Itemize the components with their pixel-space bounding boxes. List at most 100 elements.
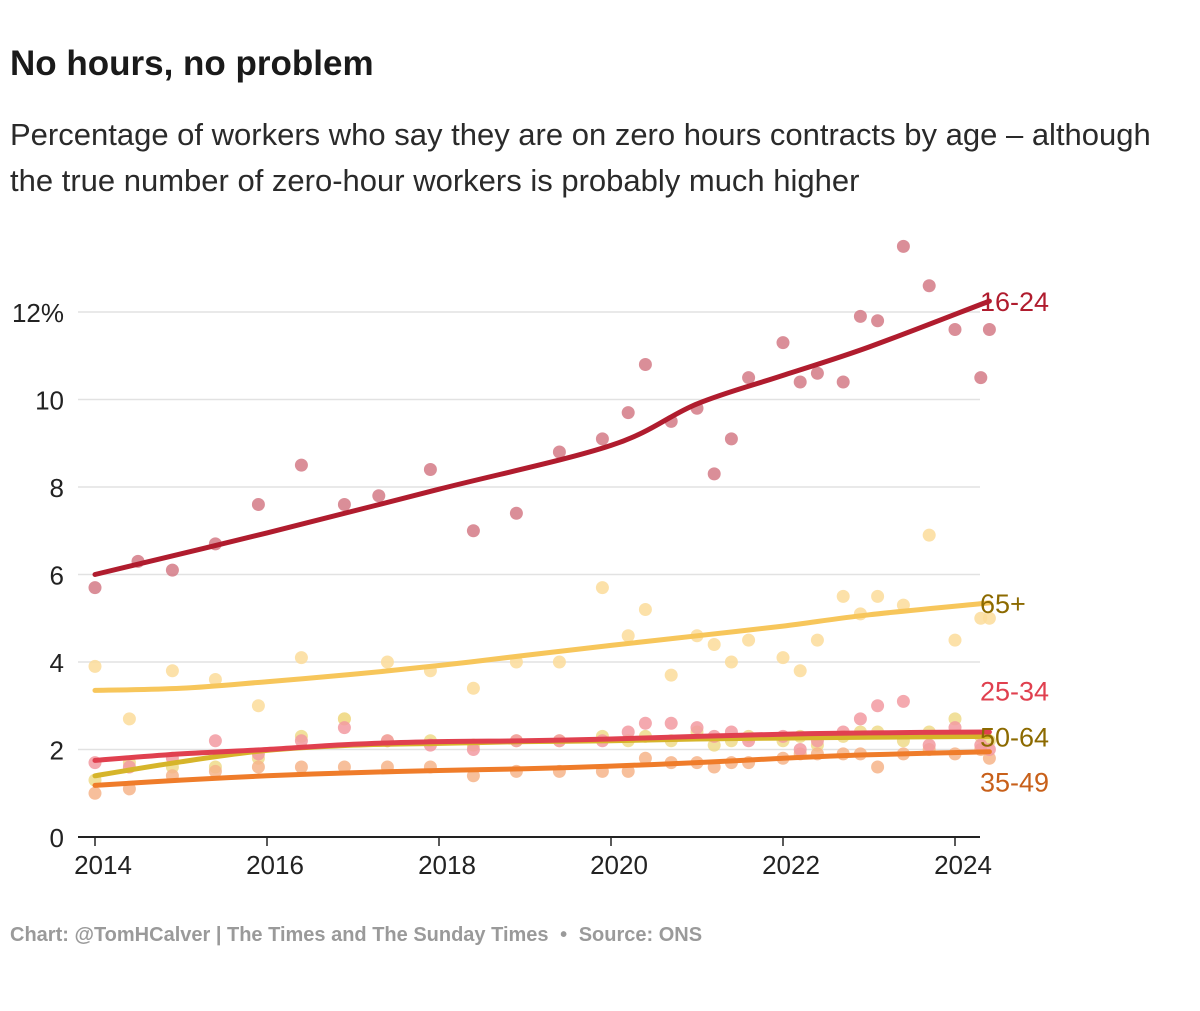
data-point-65+: [638, 603, 652, 616]
series-labels: 16-24 65+ 25-34 50-64 35-49: [980, 287, 1049, 797]
series-label-16-24: 16-24: [980, 287, 1049, 317]
series-label-25-34: 25-34: [980, 676, 1049, 706]
footer-source: Source: ONS: [578, 924, 703, 946]
chart-footer: Chart: @TomHCalver | The Times and The S…: [10, 924, 702, 947]
trend-line-65+: [92, 600, 992, 693]
data-point-16-24: [810, 366, 824, 380]
data-point-65+: [165, 664, 179, 678]
data-point-16-24: [742, 371, 756, 385]
series-label-65+: 65+: [980, 589, 1026, 619]
chart-subtitle: Percentage of workers who say they are o…: [10, 117, 1151, 198]
data-points: [88, 239, 996, 800]
data-point-16-24: [974, 371, 988, 385]
y-axis-ticks: 0 2 4 6 8 10 12%: [12, 298, 64, 853]
y-tick-label: 10: [35, 386, 64, 416]
y-tick-label: 0: [50, 823, 64, 853]
data-point-25-34: [896, 694, 910, 708]
data-point-65+: [776, 651, 790, 665]
data-point-25-34: [853, 712, 867, 726]
trend-line-35-49: [92, 749, 992, 788]
data-point-16-24: [922, 279, 936, 293]
series-label-35-49: 35-49: [980, 767, 1049, 797]
data-point-16-24: [509, 506, 523, 520]
data-point-65+: [922, 528, 936, 542]
x-tick-label: 2016: [246, 850, 304, 880]
data-point-16-24: [638, 358, 652, 371]
data-point-65+: [208, 673, 222, 686]
data-point-35-49: [638, 751, 652, 765]
data-point-65+: [707, 638, 721, 651]
data-point-16-24: [552, 445, 566, 459]
data-point-16-24: [724, 432, 738, 446]
data-point-35-49: [251, 760, 265, 774]
data-point-16-24: [294, 458, 308, 472]
data-point-65+: [742, 633, 756, 647]
data-point-16-24: [776, 336, 790, 350]
data-point-25-34: [621, 725, 635, 739]
data-point-35-49: [337, 760, 351, 774]
data-point-16-24: [621, 406, 635, 420]
data-point-16-24: [466, 524, 480, 538]
data-point-16-24: [707, 467, 721, 481]
data-point-65+: [466, 681, 480, 695]
y-tick-label: 12%: [12, 298, 64, 328]
data-point-65+: [621, 629, 635, 643]
footer-separator: •: [560, 924, 568, 946]
x-tick-label: 2020: [590, 850, 648, 880]
y-tick-label: 4: [50, 648, 64, 678]
trend-lines: [92, 298, 992, 788]
data-point-16-24: [88, 581, 102, 595]
x-tick-label: 2014: [74, 850, 132, 880]
y-tick-label: 8: [50, 473, 64, 503]
data-point-16-24: [896, 239, 910, 253]
data-point-65+: [380, 655, 394, 669]
data-point-25-34: [922, 738, 936, 752]
data-point-35-49: [871, 760, 885, 774]
trend-line-25-34: [92, 729, 992, 763]
data-point-16-24: [423, 463, 437, 476]
x-axis-ticks: 2014 2016 2018 2020 2022 2024: [74, 837, 992, 880]
data-point-25-34: [466, 743, 480, 756]
data-point-16-24: [793, 375, 807, 389]
data-point-16-24: [165, 563, 179, 577]
data-point-65+: [948, 633, 962, 647]
data-point-35-49: [294, 760, 308, 774]
data-point-65+: [552, 655, 566, 669]
data-point-25-34: [337, 721, 351, 735]
footer-credit: Chart: @TomHCalver | The Times and The S…: [10, 924, 549, 946]
data-point-25-34: [208, 734, 222, 748]
data-point-16-24: [948, 323, 962, 336]
data-point-35-49: [208, 764, 222, 778]
y-tick-label: 2: [50, 736, 64, 766]
data-point-25-34: [294, 734, 308, 748]
data-point-65+: [88, 659, 102, 673]
data-point-65+: [836, 589, 850, 603]
x-tick-label: 2022: [762, 850, 820, 880]
data-point-25-34: [638, 716, 652, 730]
y-tick-label: 6: [50, 561, 64, 591]
data-point-65+: [122, 712, 136, 726]
data-point-35-49: [88, 786, 102, 800]
trend-line-16-24: [92, 298, 992, 577]
series-label-50-64: 50-64: [980, 722, 1049, 752]
data-point-16-24: [372, 489, 386, 503]
data-point-65+: [664, 668, 678, 682]
data-point-16-24: [853, 309, 867, 323]
data-point-65+: [810, 633, 824, 647]
data-point-65+: [871, 589, 885, 603]
data-point-16-24: [982, 323, 996, 336]
data-point-65+: [251, 699, 265, 713]
data-point-16-24: [836, 375, 850, 389]
data-point-25-34: [664, 716, 678, 730]
data-point-65+: [793, 664, 807, 678]
data-point-25-34: [871, 699, 885, 713]
x-tick-label: 2024: [934, 850, 992, 880]
data-point-16-24: [595, 432, 609, 446]
data-point-65+: [595, 581, 609, 595]
data-point-16-24: [337, 498, 351, 511]
data-point-65+: [724, 655, 738, 669]
data-point-16-24: [871, 314, 885, 328]
data-point-65+: [294, 651, 308, 665]
data-point-65+: [982, 611, 996, 625]
